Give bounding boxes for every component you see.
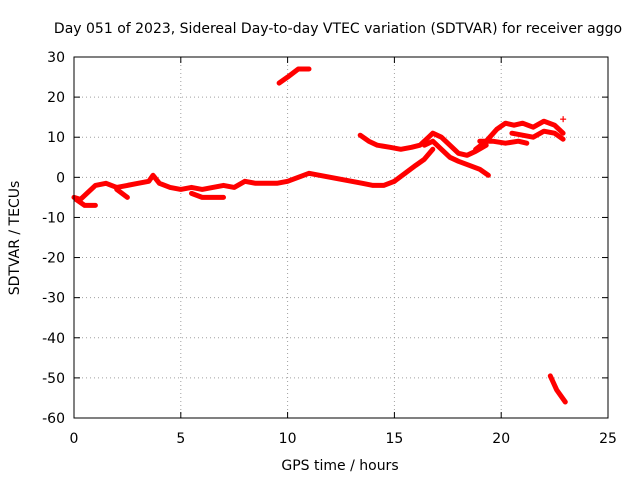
grid-lines xyxy=(74,57,608,418)
x-tick-label: 15 xyxy=(385,431,403,447)
series-track-f xyxy=(357,130,489,158)
series-track-g xyxy=(391,146,436,184)
y-axis-label: SDTVAR / TECUs xyxy=(7,181,23,296)
y-tick-label: -50 xyxy=(42,371,65,387)
y-tick-label: -40 xyxy=(42,331,65,347)
series-track-j xyxy=(477,138,530,146)
x-tick-label: 0 xyxy=(70,431,79,447)
data-series xyxy=(71,66,568,405)
plot-frame xyxy=(73,56,609,419)
y-tick-label: 10 xyxy=(47,130,65,146)
x-tick-label: 5 xyxy=(176,431,185,447)
x-tick-label: 10 xyxy=(279,431,297,447)
series-track-h xyxy=(421,138,491,178)
x-tick-labels: 0 5 10 15 20 25 xyxy=(70,431,617,447)
x-tick-label: 20 xyxy=(492,431,510,447)
y-tick-label: 20 xyxy=(47,90,65,106)
y-tick-label: -10 xyxy=(42,210,65,226)
x-axis-label: GPS time / hours xyxy=(281,458,398,474)
x-tick-label: 25 xyxy=(599,431,617,447)
y-tick-label: -20 xyxy=(42,251,65,267)
y-tick-label: 30 xyxy=(47,50,65,66)
series-track-i xyxy=(473,118,566,152)
tick-marks xyxy=(73,56,609,419)
plus-marker xyxy=(560,116,567,123)
y-tick-label: -60 xyxy=(42,411,65,427)
y-tick-label: 0 xyxy=(56,170,65,186)
series-track-l xyxy=(547,373,568,405)
y-tick-labels: 30 20 10 0 -10 -20 -30 -40 -50 -60 xyxy=(42,50,65,427)
series-track-e xyxy=(276,66,312,86)
series-track-c xyxy=(114,186,130,200)
series-track-b xyxy=(73,196,98,208)
series-track-d xyxy=(189,190,226,200)
chart-title: Day 051 of 2023, Sidereal Day-to-day VTE… xyxy=(54,21,622,37)
series-track-a xyxy=(71,170,397,202)
series-track-k xyxy=(509,128,566,142)
y-tick-label: -30 xyxy=(42,291,65,307)
